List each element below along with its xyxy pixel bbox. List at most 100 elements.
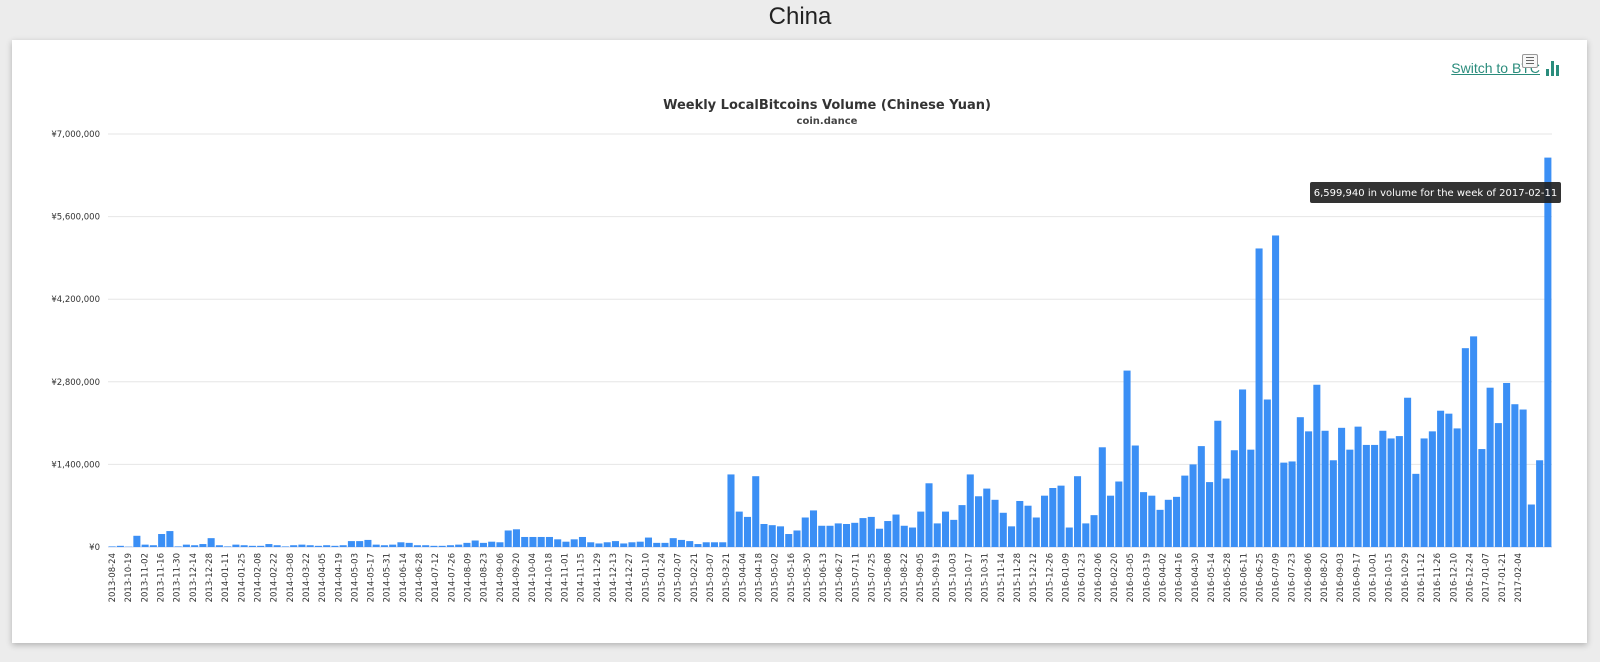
x-tick-label: 2015-10-03 [948, 553, 958, 602]
bar [1090, 515, 1098, 547]
x-tick-label: 2016-06-11 [1239, 553, 1249, 602]
bar [1074, 476, 1082, 547]
bar [1156, 509, 1164, 547]
bar [851, 522, 859, 547]
x-tick-label: 2014-06-28 [415, 553, 425, 602]
bar [1008, 526, 1016, 547]
bar [1272, 235, 1280, 548]
bar [380, 545, 388, 547]
x-tick-label: 2015-10-17 [965, 553, 975, 602]
x-tick-label: 2013-12-14 [189, 553, 199, 602]
bar [801, 517, 809, 547]
bar [562, 541, 570, 547]
x-tick-label: 2015-05-30 [803, 553, 813, 602]
x-tick-label: 2014-01-11 [221, 553, 231, 602]
bar [1148, 495, 1156, 547]
x-tick-label: 2015-09-05 [916, 553, 926, 602]
bar [1305, 431, 1313, 547]
bar [174, 546, 182, 547]
bar [1412, 473, 1420, 547]
bar [1131, 445, 1139, 547]
bar [1230, 450, 1238, 547]
x-tick-label: 2016-11-12 [1417, 553, 1427, 602]
page-title: China [768, 3, 832, 30]
bar [983, 488, 991, 547]
bar [1016, 500, 1024, 547]
x-tick-label: 2015-08-08 [884, 553, 894, 602]
x-tick-label: 2014-07-26 [447, 553, 457, 602]
bar [1338, 427, 1346, 547]
x-tick-label: 2016-01-23 [1078, 553, 1088, 602]
bar [364, 539, 372, 547]
bar [331, 545, 339, 547]
y-tick-label: ¥7,000,000 [51, 130, 100, 140]
switch-to-btc[interactable]: Switch to BTC [1451, 60, 1559, 76]
bar [422, 545, 430, 547]
x-tick-label: 2016-04-16 [1175, 553, 1185, 602]
bar [545, 536, 553, 547]
bar [611, 541, 619, 547]
x-tick-label: 2016-05-14 [1207, 553, 1217, 602]
bar [999, 512, 1007, 547]
x-tick-label: 2016-10-15 [1385, 553, 1395, 602]
bar [1263, 399, 1271, 547]
bar [719, 542, 727, 547]
bar [620, 543, 628, 547]
x-tick-label: 2014-09-06 [496, 553, 506, 602]
bar [785, 534, 793, 547]
bar [356, 541, 364, 547]
bar [504, 530, 512, 547]
x-tick-label: 2016-02-20 [1110, 553, 1120, 602]
switch-to-btc-link[interactable]: Switch to BTC [1451, 60, 1540, 76]
chart-subtitle: coin.dance [797, 116, 858, 127]
bar [471, 540, 479, 547]
x-tick-label: 2017-01-07 [1482, 553, 1492, 602]
bar [686, 541, 694, 547]
x-tick-label: 2013-11-30 [173, 553, 183, 602]
bar [941, 511, 950, 547]
bar [1049, 488, 1057, 547]
bar [323, 545, 331, 547]
bar [463, 542, 471, 547]
x-tick-label: 2014-08-09 [464, 553, 474, 602]
x-tick-label: 2016-05-28 [1223, 553, 1233, 602]
bar [826, 525, 834, 547]
bar [710, 542, 719, 547]
bar [1445, 413, 1453, 547]
x-tick-label: 2015-09-19 [932, 553, 942, 602]
x-tick-label: 2016-07-09 [1272, 553, 1282, 602]
bar [694, 544, 702, 547]
bar [1107, 495, 1115, 547]
x-tick-label: 2015-06-27 [835, 553, 845, 602]
bar [1164, 499, 1172, 547]
bar-chart-icon[interactable] [1546, 60, 1559, 76]
x-tick-label: 2015-03-21 [722, 553, 732, 602]
bar [413, 545, 421, 547]
bar [496, 542, 504, 547]
menu-icon[interactable] [1522, 54, 1538, 68]
bar [677, 539, 685, 547]
bar [867, 516, 875, 547]
x-tick-label: 2015-05-02 [771, 553, 781, 602]
x-tick-label: 2016-08-20 [1320, 553, 1330, 602]
bar [842, 523, 851, 547]
bar [133, 535, 141, 547]
bar [727, 474, 735, 547]
x-tick-label: 2014-05-31 [383, 553, 393, 602]
bar [537, 536, 545, 547]
bar [1544, 157, 1552, 547]
x-tick-label: 2015-07-25 [868, 553, 878, 602]
bar [273, 545, 281, 547]
bar [1288, 461, 1296, 547]
x-tick-label: 2015-02-07 [674, 553, 684, 602]
bar [818, 525, 826, 547]
y-tick-label: ¥0 [89, 543, 100, 553]
x-tick-label: 2015-01-24 [657, 553, 667, 602]
bar [628, 542, 636, 547]
bar [215, 545, 223, 547]
chart-title: Weekly LocalBitcoins Volume (Chinese Yua… [663, 98, 991, 113]
bar [578, 536, 586, 547]
x-tick-label: 2013-11-02 [140, 553, 150, 602]
bar [768, 525, 776, 547]
bar [1329, 460, 1337, 547]
